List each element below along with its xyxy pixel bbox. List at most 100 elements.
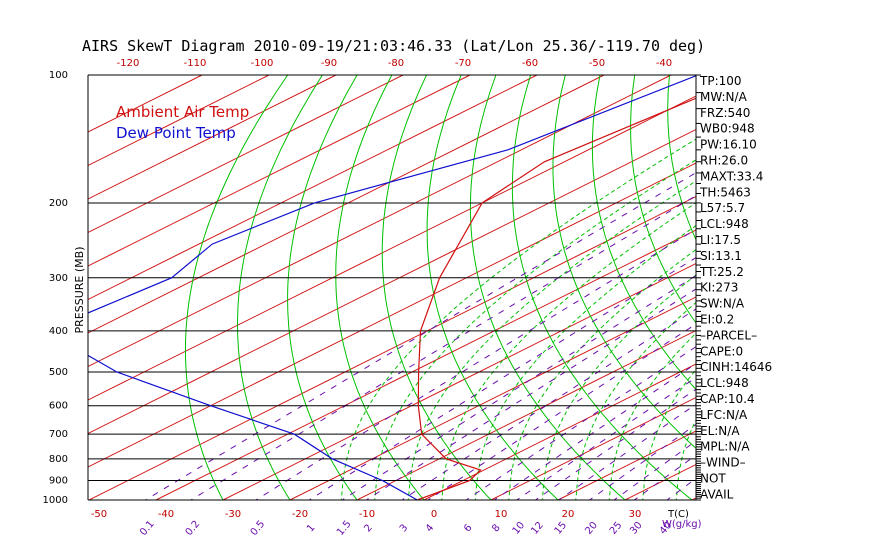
ambient-air-temp-line: [417, 97, 696, 500]
dry-adiabat-line: [511, 75, 693, 500]
moist-adiabat-line: [675, 418, 696, 500]
pressure-tick-label: 300: [49, 273, 68, 284]
bottom-temp-tick-label: -40: [158, 509, 174, 520]
pressure-tick-label: 700: [49, 429, 68, 440]
legend-dew-point-temp: Dew Point Temp: [116, 124, 236, 142]
bottom-temp-tick-label: -10: [359, 509, 375, 520]
isotherm-line: [88, 195, 696, 500]
bottom-temp-tick-label: -20: [292, 509, 308, 520]
dry-adiabat-line: [808, 75, 870, 509]
stability-index-item: CINH:14646: [700, 360, 772, 374]
stability-index-item: L57:5.7: [700, 201, 745, 215]
mixing-ratio-line: [493, 363, 696, 500]
pressure-tick-label: 800: [49, 454, 68, 465]
mixing-ratio-line: [427, 323, 696, 500]
stability-index-item: LCL:948: [700, 217, 749, 231]
isotherm-line: [422, 363, 696, 500]
dry-adiabat-line: [469, 75, 626, 500]
stability-index-item: EI:0.2: [700, 313, 734, 327]
top-temp-tick-label: -50: [589, 58, 605, 69]
mixing-ratio-line: [515, 376, 696, 500]
pressure-tick-label: 600: [49, 401, 68, 412]
top-temp-tick-labels: -120 -110 -100 -90 -80 -70 -60 -50 -40: [117, 58, 673, 69]
isotherm-line: [808, 75, 870, 509]
top-temp-tick-label: -90: [321, 58, 337, 69]
mixing-ratio-line: [341, 275, 696, 500]
temp-unit-label: T(C): [667, 509, 689, 520]
stability-index-item: NOT: [700, 472, 726, 486]
stability-index-item: EL:N/A: [700, 424, 740, 438]
top-temp-tick-label: -70: [455, 58, 471, 69]
stability-index-item: MW:N/A: [700, 90, 748, 104]
legend-ambient-air-temp: Ambient Air Temp: [116, 103, 249, 121]
mixing-ratio-tick-label: 4: [424, 522, 437, 534]
dry-adiabat-line: [843, 75, 870, 509]
moist-adiabat-line: [374, 159, 696, 500]
stability-index-item: TP:100: [699, 74, 742, 88]
isotherm-line: [88, 75, 337, 200]
stability-index-item: –PARCEL–: [700, 328, 757, 342]
dry-adiabat-line: [667, 75, 696, 242]
bottom-temp-tick-label: 10: [495, 509, 508, 520]
stability-index-item: SI:13.1: [700, 249, 742, 263]
isotherm-line: [741, 75, 870, 509]
dry-adiabat-line: [591, 75, 696, 391]
mixing-ratio-tick-label: 6: [462, 522, 475, 534]
pressure-tick-label: 200: [49, 198, 68, 209]
mixing-unit-label: W(g/kg): [662, 519, 702, 530]
stability-index-item: KI:273: [700, 281, 738, 295]
top-temp-tick-label: -110: [184, 58, 207, 69]
mixing-ratio-tick-label: 1: [305, 522, 318, 534]
dry-adiabat-line: [774, 75, 870, 509]
stability-index-item: SW:N/A: [700, 297, 745, 311]
mixing-ratio-tick-label: 25: [608, 520, 625, 537]
mixing-ratio-tick-label: 2: [362, 522, 375, 534]
moist-adiabat-line: [541, 274, 696, 500]
stability-index-item: WB0:948: [700, 122, 755, 136]
stability-index-item: MAXT:33.4: [700, 169, 763, 183]
top-temp-tick-label: -60: [522, 58, 538, 69]
moist-adiabat-line: [575, 301, 696, 500]
moist-adiabat-line: [407, 180, 696, 500]
moist-adiabat-line: [441, 202, 696, 500]
top-temp-tick-label: -100: [251, 58, 274, 69]
isotherm-line: [88, 75, 270, 167]
dry-adiabat-line: [739, 75, 870, 509]
isotherm-line: [88, 162, 696, 468]
dry-adiabat-line: [237, 75, 323, 500]
stability-indices-list: TP:100 MW:N/A FRZ:540 WB0:948 PW:16.10 RH:26.…: [699, 74, 772, 501]
stability-index-item: LI:17.5: [700, 233, 741, 247]
mixing-ratio-line: [666, 477, 696, 500]
stability-index-item: TT:25.2: [699, 265, 744, 279]
plot-frame: [87, 74, 701, 501]
isotherm-line: [489, 396, 696, 500]
isotherm-line: [88, 95, 696, 401]
mixing-ratio-line: [308, 256, 696, 500]
moist-adiabat-line: [474, 225, 696, 500]
isotherm-line: [88, 75, 404, 234]
mixing-ratio-tick-label: 0.2: [184, 519, 203, 538]
mixing-ratio-line: [189, 195, 696, 500]
dry-adiabat-line: [426, 75, 559, 500]
moist-adiabat-line: [642, 368, 696, 500]
mixing-ratio-tick-labels: 0.1 0.2 0.5 1 1.5 2 3 4 6 8 10 12 15 20 25 30 40: [138, 519, 674, 538]
stability-index-item: FRZ:540: [700, 106, 750, 120]
stability-index-item: MPL:N/A: [700, 440, 750, 454]
profile-lines: [88, 75, 696, 500]
dry-adiabat-line: [552, 75, 696, 450]
mixing-ratio-tick-label: 3: [398, 522, 411, 534]
stability-index-item: RH:26.0: [700, 154, 748, 168]
mixing-ratio-line: [254, 228, 696, 500]
moist-adiabat-line: [608, 332, 696, 500]
bottom-temp-tick-label: -50: [91, 509, 107, 520]
isotherm-line: [221, 262, 696, 500]
chart-title: AIRS SkewT Diagram 2010-09-19/21:03:46.3…: [82, 37, 705, 55]
bottom-temp-tick-label: 30: [629, 509, 642, 520]
pressure-tick-label: 400: [49, 326, 68, 337]
isotherm-line: [88, 75, 538, 301]
pressure-tick-label: 900: [49, 476, 68, 487]
stability-index-item: LCL:948: [700, 376, 749, 390]
dry-adiabat-line: [287, 75, 358, 500]
mixing-ratio-line: [465, 346, 696, 500]
